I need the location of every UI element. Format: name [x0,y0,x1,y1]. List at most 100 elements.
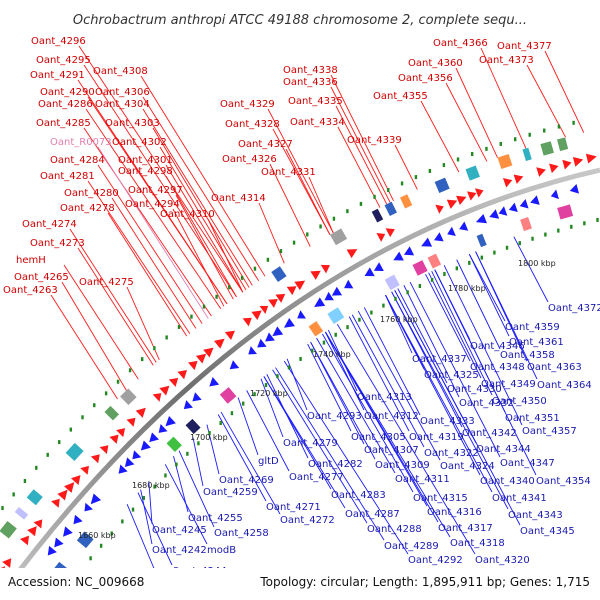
forward-gene-arrow[interactable] [259,305,269,315]
forward-gene-arrow[interactable] [224,330,235,341]
forward-gene-label[interactable]: Oant_4275 [79,277,134,288]
reverse-gene-label[interactable]: Oant_4245 [152,525,207,536]
reverse-gene-label[interactable]: Oant_4271 [266,502,321,513]
forward-gene-arrow[interactable] [135,407,146,418]
forward-gene-label[interactable]: Oant_4294 [125,199,180,210]
reverse-gene-label[interactable]: Oant_4357 [522,426,577,437]
reverse-gene-label[interactable]: Oant_4325 [424,370,479,381]
reverse-gene-arrow[interactable] [459,221,469,231]
forward-gene-label[interactable]: Oant_4274 [22,219,77,230]
reverse-gene-arrow[interactable] [324,291,334,301]
forward-gene-arrow[interactable] [159,385,170,396]
reverse-gene-arrow[interactable] [54,537,64,548]
reverse-gene-arrow[interactable] [519,198,529,209]
feature-block[interactable] [399,194,413,209]
reverse-gene-arrow[interactable] [393,251,404,261]
forward-gene-label[interactable]: Oant_4301 [118,155,173,166]
forward-gene-label[interactable]: Oant_4310 [160,209,215,220]
forward-gene-label[interactable]: Oant_4291 [30,70,85,81]
feature-block[interactable] [308,321,324,337]
reverse-gene-arrow[interactable] [297,310,307,319]
forward-gene-label[interactable]: Oant_4335 [288,96,343,107]
feature-block[interactable] [327,307,345,325]
forward-gene-label[interactable]: hemH [16,255,46,266]
reverse-gene-arrow[interactable] [149,432,159,443]
reverse-gene-arrow[interactable] [421,237,433,247]
reverse-gene-arrow[interactable] [344,279,354,289]
reverse-gene-label[interactable]: Oant_4322 [424,448,479,459]
reverse-gene-label[interactable]: Oant_4363 [527,362,582,373]
reverse-gene-label[interactable]: Oant_4354 [536,476,591,487]
feature-block[interactable] [271,266,287,282]
reverse-gene-arrow[interactable] [314,297,326,307]
forward-gene-arrow[interactable] [80,465,89,475]
forward-gene-arrow[interactable] [294,280,306,291]
forward-gene-arrow[interactable] [467,191,477,201]
reverse-gene-label[interactable]: Oant_4324 [440,461,495,472]
forward-gene-label[interactable]: Oant_4339 [347,135,402,146]
forward-gene-arrow[interactable] [57,489,68,501]
forward-gene-arrow[interactable] [549,163,559,174]
feature-block[interactable] [465,165,480,181]
forward-gene-arrow[interactable] [446,199,458,209]
feature-block[interactable] [497,153,513,170]
reverse-gene-arrow[interactable] [550,189,559,200]
reverse-gene-arrow[interactable] [433,232,444,242]
reverse-gene-label[interactable]: Oant_4349 [481,379,536,390]
reverse-gene-label[interactable]: Oant_4345 [520,526,575,537]
forward-gene-arrow[interactable] [71,475,81,485]
reverse-gene-arrow[interactable] [475,213,487,224]
reverse-gene-arrow[interactable] [403,246,415,256]
forward-gene-arrow[interactable] [251,310,262,320]
reverse-gene-arrow[interactable] [229,360,240,370]
forward-gene-label[interactable]: Oant_4366 [433,38,488,49]
reverse-gene-label[interactable]: Oant_4269 [219,475,274,486]
forward-gene-arrow[interactable] [502,178,513,188]
forward-gene-arrow[interactable] [474,188,484,198]
forward-gene-arrow[interactable] [310,270,321,280]
reverse-gene-label[interactable]: Oant_4343 [508,510,563,521]
forward-gene-label[interactable]: Oant_4328 [225,119,280,130]
feature-block[interactable] [371,208,384,223]
reverse-gene-arrow[interactable] [530,195,540,205]
forward-gene-label[interactable]: Oant_4355 [373,91,428,102]
forward-gene-label[interactable]: Oant_4285 [36,118,91,129]
rna-gene-label[interactable]: Oant_R0073 [50,137,112,148]
reverse-gene-label[interactable]: Oant_4359 [505,322,560,333]
reverse-gene-label[interactable]: Oant_4319 [409,432,464,443]
reverse-gene-arrow[interactable] [373,262,384,272]
reverse-gene-arrow[interactable] [73,514,83,525]
forward-gene-label[interactable]: Oant_4303 [105,118,160,129]
reverse-gene-label[interactable]: Oant_4315 [413,493,468,504]
forward-gene-label[interactable]: Oant_4336 [283,77,338,88]
forward-gene-arrow[interactable] [188,360,198,371]
reverse-gene-arrow[interactable] [165,416,176,427]
forward-gene-arrow[interactable] [275,293,286,303]
forward-gene-arrow[interactable] [195,353,207,364]
reverse-gene-label[interactable]: Oant_4277 [289,472,344,483]
reverse-gene-label[interactable]: Oant_4313 [357,392,412,403]
reverse-gene-label[interactable]: Oant_4372 [548,303,600,314]
forward-gene-arrow[interactable] [27,526,37,537]
feature-block[interactable] [0,521,17,539]
forward-gene-label[interactable]: Oant_4373 [479,55,534,66]
reverse-gene-label[interactable]: Oant_4259 [203,487,258,498]
reverse-gene-arrow[interactable] [248,346,257,355]
forward-gene-label[interactable]: Oant_4278 [60,203,115,214]
forward-gene-arrow[interactable] [286,286,297,296]
reverse-gene-label[interactable]: Oant_4282 [308,459,363,470]
feature-block[interactable] [185,418,201,435]
forward-gene-arrow[interactable] [536,167,546,177]
forward-gene-label[interactable]: Oant_4295 [36,55,91,66]
reverse-gene-arrow[interactable] [84,502,93,512]
feature-block[interactable] [14,506,29,520]
feature-block[interactable] [557,137,569,152]
forward-gene-label[interactable]: Oant_4297 [128,185,183,196]
reverse-gene-label[interactable]: Oant_4258 [214,528,269,539]
feature-block[interactable] [384,274,400,291]
forward-gene-label[interactable]: Oant_4314 [211,193,266,204]
forward-gene-label[interactable]: Oant_4326 [222,154,277,165]
reverse-gene-label[interactable]: Oant_4283 [331,490,386,501]
reverse-gene-arrow[interactable] [283,317,295,328]
